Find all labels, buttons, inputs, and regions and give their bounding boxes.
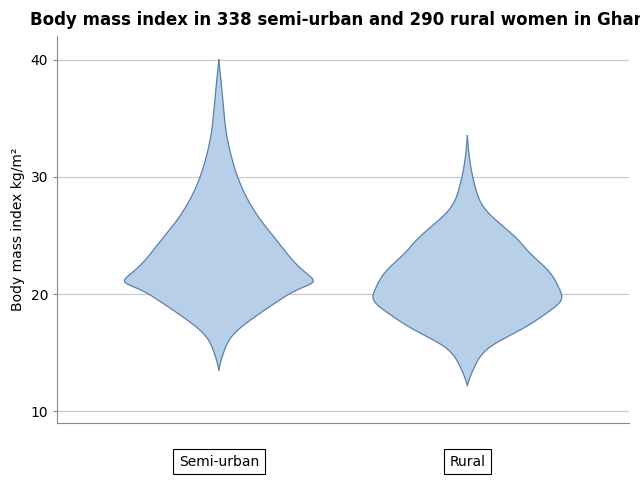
Polygon shape bbox=[124, 60, 314, 370]
Y-axis label: Body mass index kg/m²: Body mass index kg/m² bbox=[11, 148, 25, 312]
Text: Semi-urban: Semi-urban bbox=[179, 455, 259, 469]
Text: Rural: Rural bbox=[449, 455, 485, 469]
Title: Body mass index in 338 semi-urban and 290 rural women in Ghana: Body mass index in 338 semi-urban and 29… bbox=[30, 11, 640, 29]
Polygon shape bbox=[373, 136, 562, 385]
